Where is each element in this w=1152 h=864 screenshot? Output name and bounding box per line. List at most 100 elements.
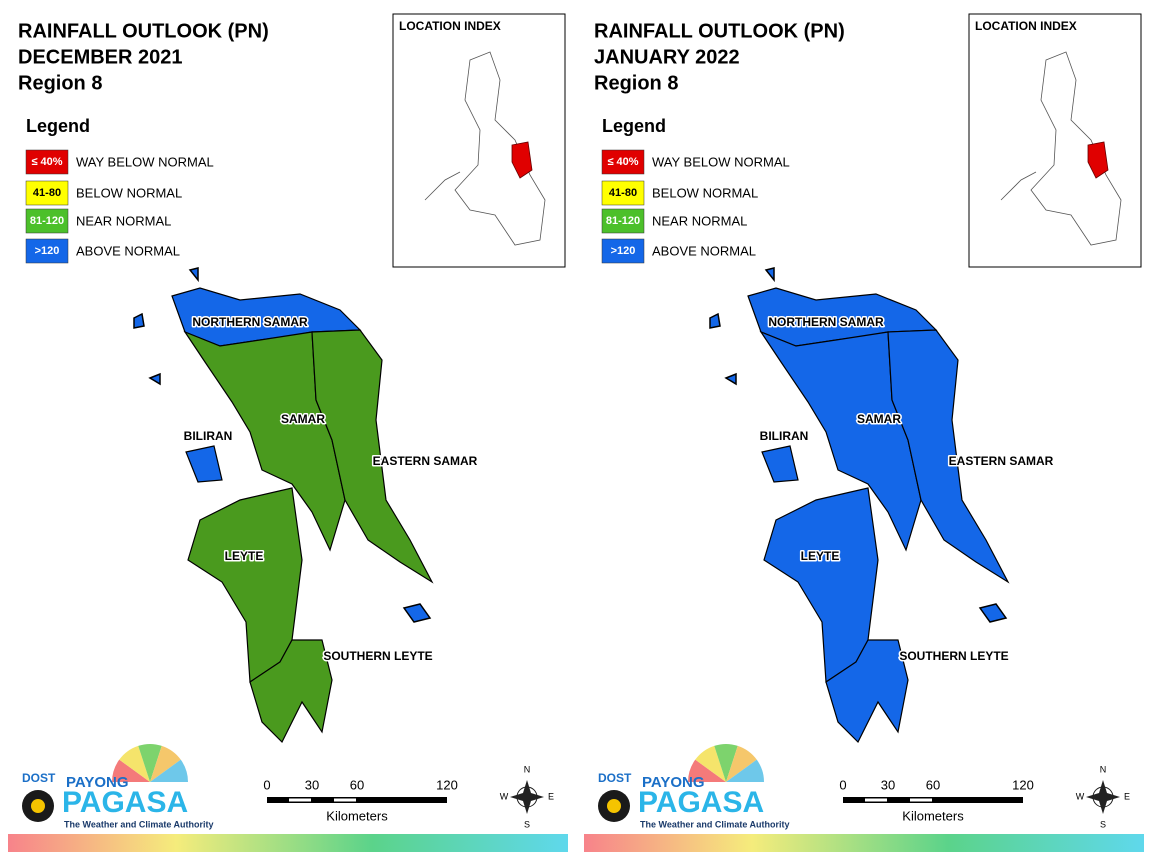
logo-umbrella xyxy=(726,759,764,782)
legend-label: BELOW NORMAL xyxy=(76,185,182,200)
compass-letter: E xyxy=(548,791,554,801)
logo-umbrella xyxy=(112,759,150,782)
compass-letter: S xyxy=(524,819,530,829)
legend-label: WAY BELOW NORMAL xyxy=(76,154,214,169)
province-label: LEYTE xyxy=(225,549,264,563)
inset-region-8 xyxy=(511,141,533,179)
panel: RAINFALL OUTLOOK (PN) DECEMBER 2021 Region… xyxy=(8,13,568,852)
scale-bar-segment xyxy=(334,798,356,802)
scale-tick-label: 0 xyxy=(263,777,270,792)
province xyxy=(183,330,346,552)
compass-letter: E xyxy=(1124,791,1130,801)
province-label: SOUTHERN LEYTE xyxy=(899,649,1008,663)
region: Region 8 xyxy=(594,72,678,94)
legend-range: ≤ 40% xyxy=(31,156,62,168)
legend-label: ABOVE NORMAL xyxy=(652,243,756,258)
compass-letter: N xyxy=(524,764,531,774)
title: RAINFALL OUTLOOK (PN) xyxy=(18,20,269,42)
scale-unit: Kilometers xyxy=(326,808,388,823)
scale-tick-label: 0 xyxy=(839,777,846,792)
location-index-title: LOCATION INDEX xyxy=(975,19,1077,33)
legend-range: >120 xyxy=(35,245,60,257)
logo-umbrella xyxy=(688,759,726,782)
scale-tick-label: 60 xyxy=(350,777,364,792)
scale-bar-segment xyxy=(910,798,932,802)
legend-range: 81-120 xyxy=(606,215,640,227)
inset-philippines xyxy=(454,51,546,246)
legend-title: Legend xyxy=(602,116,666,136)
logo-tagline: The Weather and Climate Authority xyxy=(64,819,214,829)
legend-label: NEAR NORMAL xyxy=(76,213,171,228)
legend-swatch xyxy=(601,180,645,206)
scale-unit: Kilometers xyxy=(902,808,964,823)
logo-brand: PAGASA xyxy=(62,786,188,819)
islet xyxy=(978,603,1008,623)
logo-brand-top: PAYONG xyxy=(642,774,705,791)
province xyxy=(249,639,333,744)
legend-range: 41-80 xyxy=(609,187,637,199)
compass-rose xyxy=(1086,780,1120,814)
scale-bar-segment xyxy=(289,798,311,802)
legend-range: >120 xyxy=(611,245,636,257)
logo-brand: PAGASA xyxy=(638,786,764,819)
logo-umbrella xyxy=(714,744,738,782)
province xyxy=(759,330,922,552)
province-label: BILIRAN xyxy=(760,429,809,443)
panel: RAINFALL OUTLOOK (PN) JANUARY 2022 Region … xyxy=(584,13,1144,852)
islet xyxy=(133,312,145,329)
legend-range: 41-80 xyxy=(33,187,61,199)
scale-bar xyxy=(843,797,1023,803)
province xyxy=(761,445,799,483)
islet xyxy=(764,267,775,283)
title: RAINFALL OUTLOOK (PN) xyxy=(594,20,845,42)
legend-swatch xyxy=(25,208,69,234)
logo-umbrella xyxy=(119,745,150,782)
legend-range: ≤ 40% xyxy=(607,156,638,168)
islet xyxy=(188,267,199,283)
color-band xyxy=(8,834,568,852)
logo-agency: DOST xyxy=(598,771,632,785)
province-label: EASTERN SAMAR xyxy=(373,454,478,468)
scale-bar xyxy=(267,797,447,803)
province xyxy=(887,329,1010,584)
province-label: NORTHERN SAMAR xyxy=(768,315,884,329)
inset-islands xyxy=(424,171,461,201)
scale-tick-label: 120 xyxy=(1012,777,1034,792)
logo-tagline: The Weather and Climate Authority xyxy=(640,819,790,829)
province-label: LEYTE xyxy=(801,549,840,563)
scale-bar-segment xyxy=(865,798,887,802)
province-label: SAMAR xyxy=(281,412,325,426)
inset-islands xyxy=(1000,171,1037,201)
islet xyxy=(709,312,721,329)
province xyxy=(825,639,909,744)
province-label: SAMAR xyxy=(857,412,901,426)
logo-agency: DOST xyxy=(22,771,56,785)
legend-label: ABOVE NORMAL xyxy=(76,243,180,258)
scale-tick-label: 60 xyxy=(926,777,940,792)
logo-emblem-core xyxy=(31,799,45,813)
compass-ring xyxy=(516,786,538,808)
scale-tick-label: 120 xyxy=(436,777,458,792)
legend-title: Legend xyxy=(26,116,90,136)
logo-umbrella xyxy=(150,759,188,782)
compass-letter: S xyxy=(1100,819,1106,829)
compass-rose xyxy=(510,780,544,814)
islet xyxy=(402,603,432,623)
legend-range: 81-120 xyxy=(30,215,64,227)
legend-swatch xyxy=(25,149,69,175)
compass-letter: N xyxy=(1100,764,1107,774)
legend-swatch xyxy=(601,149,645,175)
legend-label: NEAR NORMAL xyxy=(652,213,747,228)
logo-umbrella xyxy=(726,745,757,782)
compass-ring xyxy=(1092,786,1114,808)
inset-philippines xyxy=(1030,51,1122,246)
period: JANUARY 2022 xyxy=(594,46,740,68)
legend-label: BELOW NORMAL xyxy=(652,185,758,200)
inset-region-8 xyxy=(1087,141,1109,179)
logo-umbrella xyxy=(695,745,726,782)
province-label: SOUTHERN LEYTE xyxy=(323,649,432,663)
legend-swatch xyxy=(25,180,69,206)
islet xyxy=(724,372,737,386)
color-band xyxy=(584,834,1144,852)
